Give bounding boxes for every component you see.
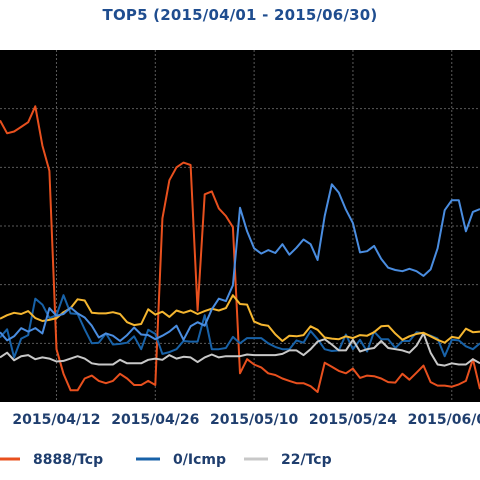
series-line-22-tcp [0, 332, 480, 367]
legend: 8888/Tcp 0/Icmp 22/Tcp [0, 452, 332, 468]
legend-label: 0/Icmp [173, 452, 226, 468]
series-group [0, 105, 480, 393]
x-tick-label: 2015/04/26 [111, 412, 199, 428]
series-line-8888-tcp [0, 105, 480, 393]
x-tick-label: 2015/04/12 [12, 412, 100, 428]
x-tick-label: 2015/06/07 [408, 412, 480, 428]
series-line-unlabeled-4 [0, 183, 480, 342]
legend-label: 8888/Tcp [33, 452, 103, 468]
x-axis: 2015/04/12 2015/04/26 2015/05/10 2015/05/24… [12, 412, 480, 428]
x-tick-label: 2015/05/24 [309, 412, 397, 428]
series-line-unlabeled-3 [0, 294, 480, 344]
x-tick-label: 2015/05/10 [210, 412, 298, 428]
legend-label: 22/Tcp [281, 452, 332, 468]
series-line-0-icmp [0, 294, 480, 359]
chart-title: TOP5 (2015/04/01 - 2015/06/30) [102, 6, 378, 24]
